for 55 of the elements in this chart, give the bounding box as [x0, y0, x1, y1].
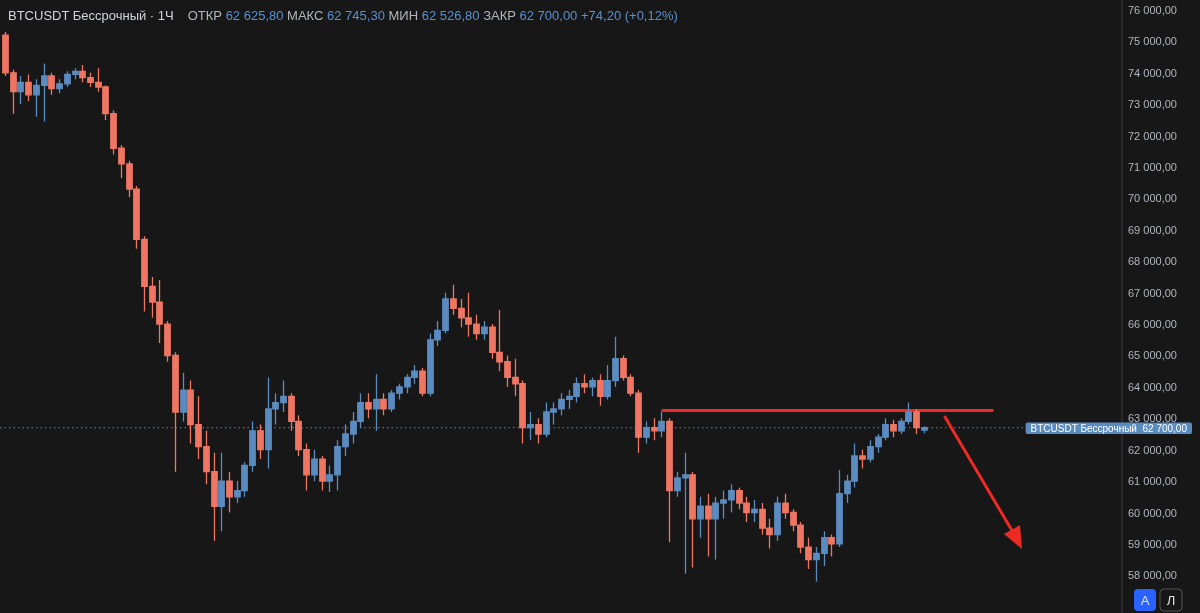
y-tick-label: 74 000,00 [1128, 66, 1177, 79]
candlestick [643, 420, 650, 445]
y-tick-label: 72 000,00 [1128, 129, 1177, 142]
candlestick [774, 496, 781, 542]
y-tick-label: 66 000,00 [1128, 318, 1177, 331]
text: ОТКР 62 625,80 МАКС 62 745,30 МИН 62 526,80 ЗАКР 62 700,00 +74,20 (+0,12%) [187, 8, 678, 23]
y-tick-label: 64 000,00 [1128, 380, 1177, 393]
candlestick [828, 533, 835, 558]
candlestick [311, 449, 318, 482]
y-tick-label: 59 000,00 [1128, 537, 1177, 550]
y-tick-label: 71 000,00 [1128, 161, 1177, 174]
candlestick [535, 417, 542, 445]
candlestick [319, 455, 326, 492]
y-tick-label: 75 000,00 [1128, 35, 1177, 48]
candlestick [589, 376, 596, 397]
candlestick [48, 72, 55, 96]
y-tick-label: 68 000,00 [1128, 255, 1177, 268]
candlestick [890, 419, 897, 438]
y-tick-label: 70 000,00 [1128, 192, 1177, 205]
candlestick [658, 411, 665, 438]
candlestick [226, 471, 233, 514]
y-tick-label: 69 000,00 [1128, 223, 1177, 236]
y-tick-label: 73 000,00 [1128, 98, 1177, 111]
candlestick [705, 493, 712, 558]
y-tick-label: 62 000,00 [1128, 443, 1177, 456]
candlestick [913, 408, 920, 435]
toggle-button: Л [1159, 588, 1183, 612]
text: BTCUSDT Бессрочный · 1Ч [8, 8, 174, 23]
y-tick-label: 60 000,00 [1128, 506, 1177, 519]
y-tick-label: 61 000,00 [1128, 475, 1177, 488]
candlestick [651, 417, 658, 441]
toggle-button: А [1134, 589, 1156, 611]
candlestick [257, 423, 264, 460]
ref-line-label: BTCUSDT Бессрочный 62 700,00 [1030, 422, 1188, 434]
y-tick-label: 58 000,00 [1128, 569, 1177, 582]
y-tick-label: 63 000,00 [1128, 412, 1177, 425]
y-tick-label: 67 000,00 [1128, 286, 1177, 299]
candlestick [365, 392, 372, 419]
candlestick [481, 320, 488, 341]
candlestick [419, 367, 426, 397]
candlestick [689, 471, 696, 569]
candlestick [597, 373, 604, 407]
candlestick [859, 449, 866, 470]
candlestick [666, 417, 673, 543]
candlestick [581, 373, 588, 394]
candlestick [17, 75, 24, 105]
candlestick [180, 372, 187, 423]
candlestick [697, 496, 704, 539]
candlestick [25, 73, 32, 102]
y-tick-label: 76 000,00 [1128, 4, 1177, 17]
candlestick [380, 392, 387, 416]
y-tick-label: 65 000,00 [1128, 349, 1177, 362]
candlestick [751, 499, 758, 523]
candlestick [218, 452, 225, 532]
candlestick [527, 411, 534, 441]
